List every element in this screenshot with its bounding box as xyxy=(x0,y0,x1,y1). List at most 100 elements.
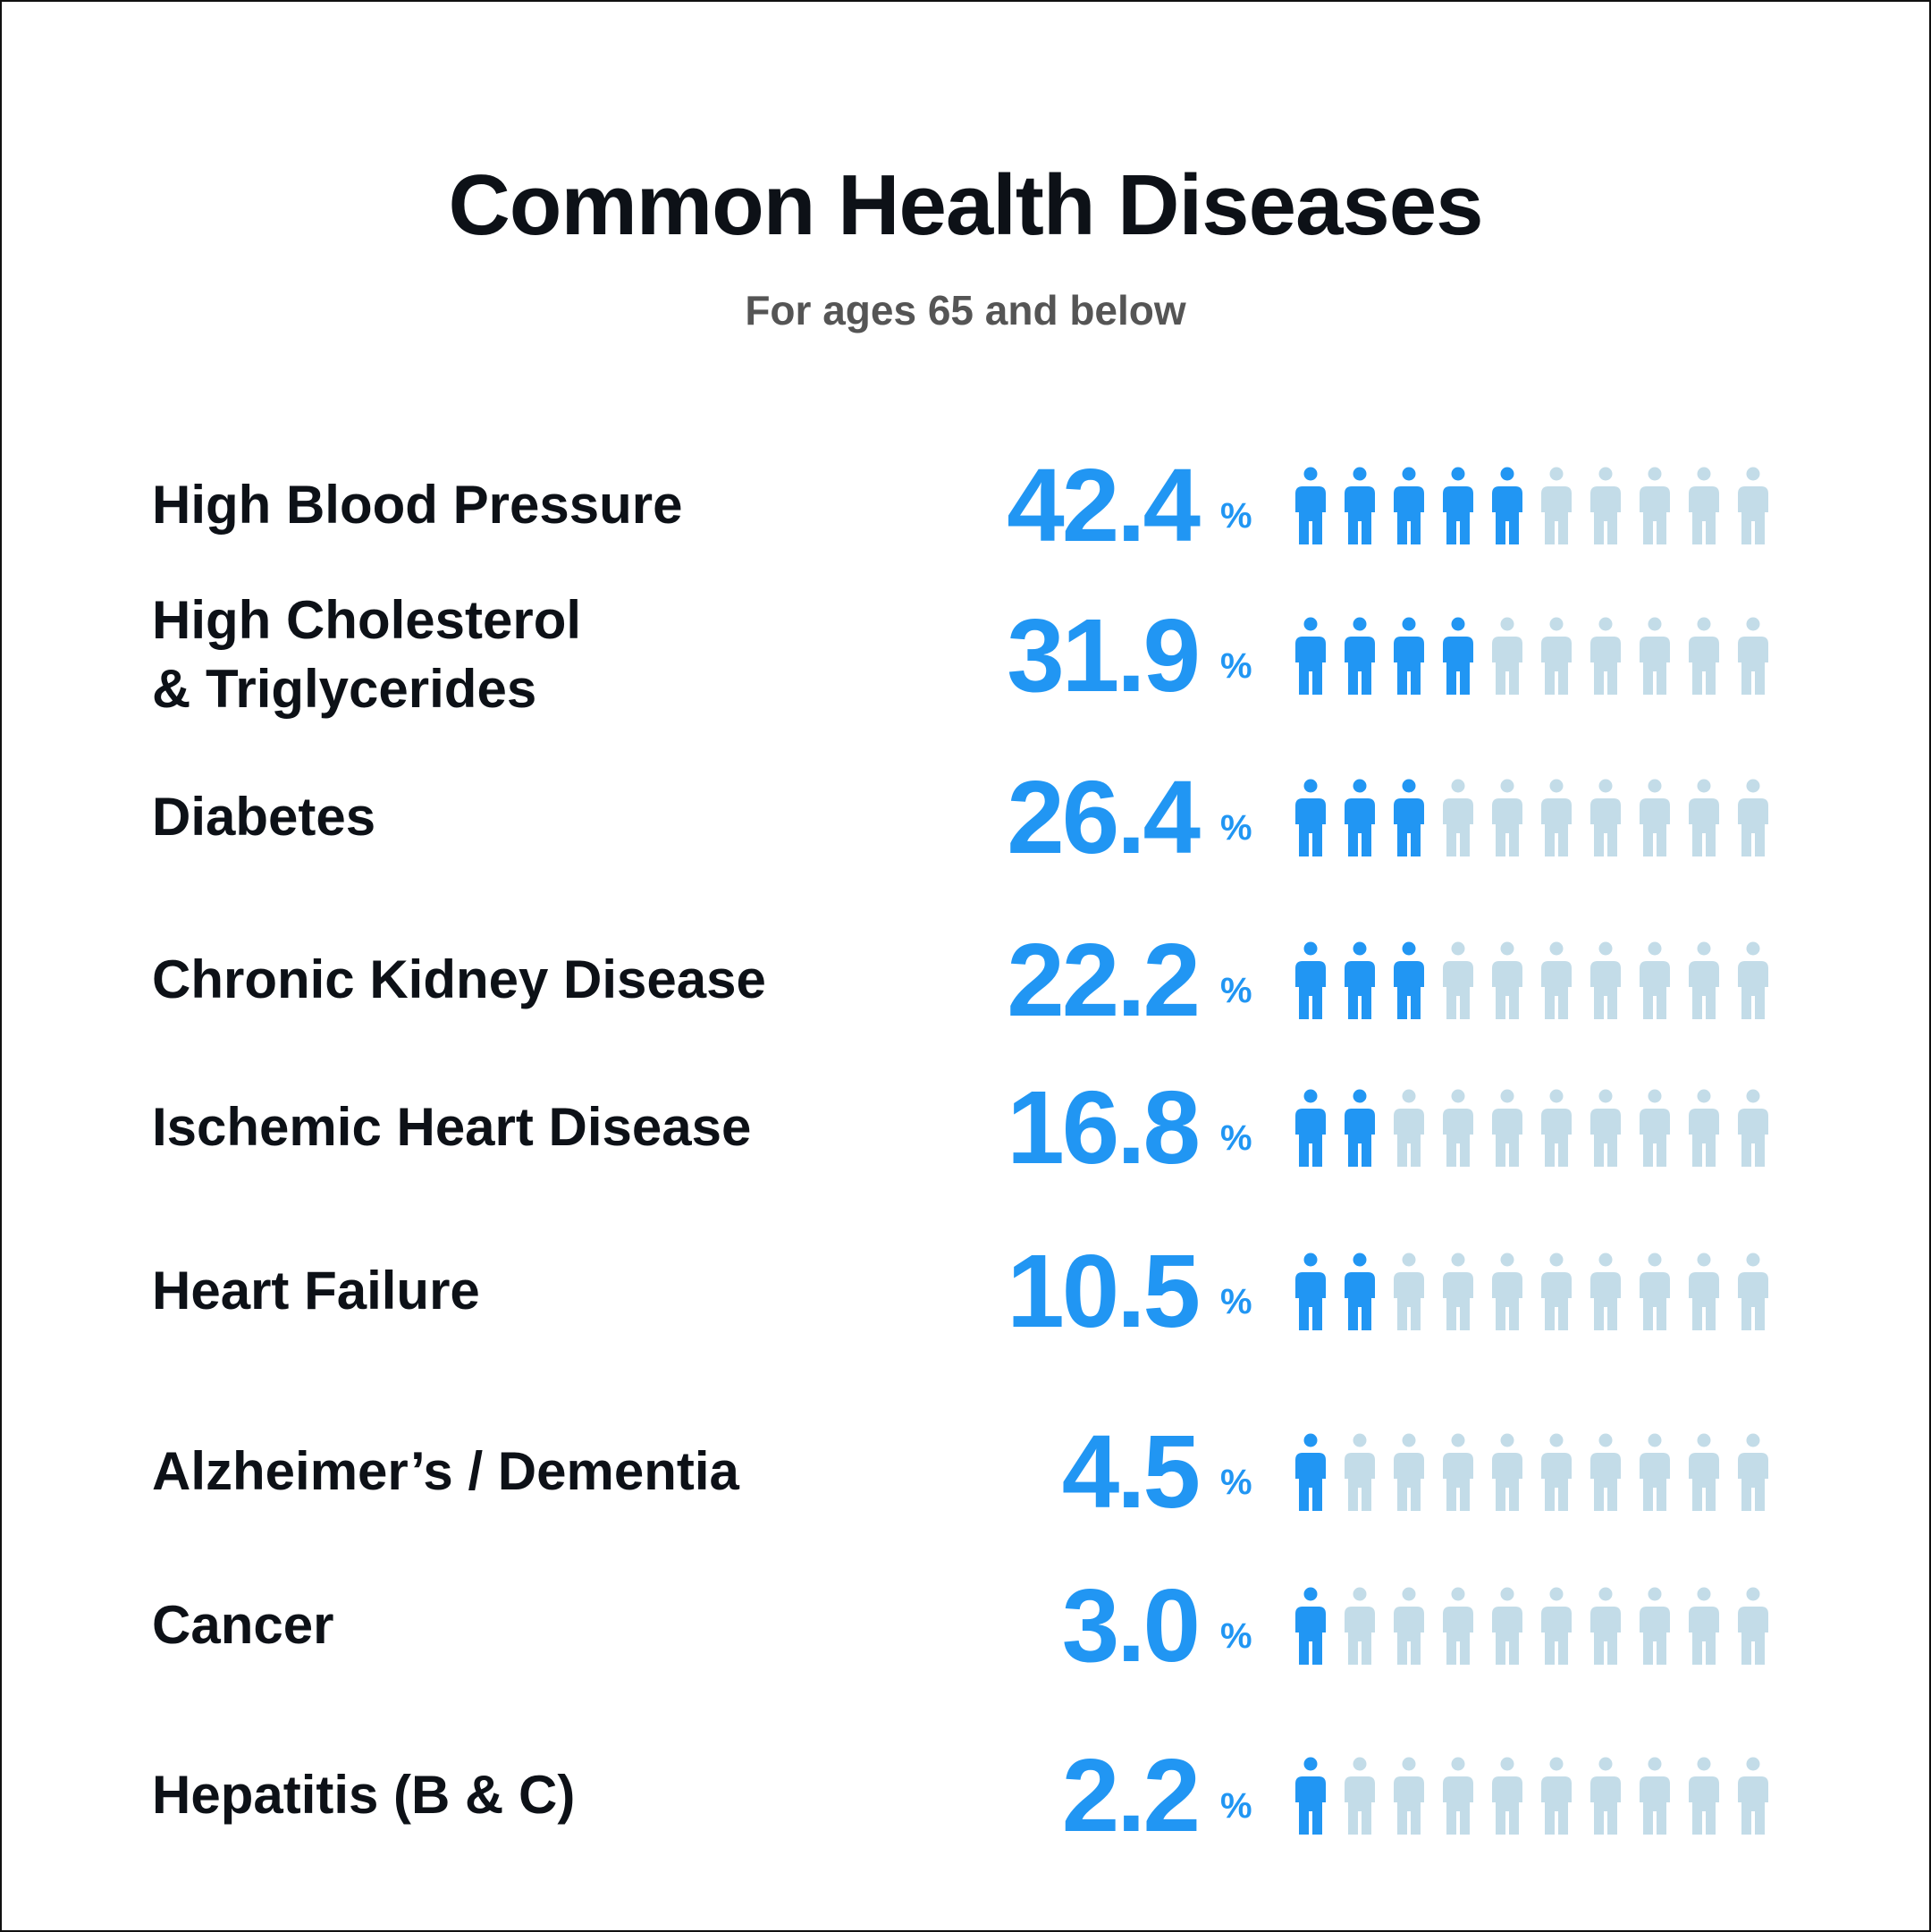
person-icon-filled xyxy=(1295,468,1326,545)
person-icon-filled xyxy=(1345,1253,1375,1331)
person-icon-empty xyxy=(1689,618,1719,696)
person-icon-empty xyxy=(1541,780,1572,857)
person-icon-filled xyxy=(1295,1758,1326,1835)
person-icon-empty xyxy=(1640,1588,1670,1666)
data-row: Heart Failure 10.5 % xyxy=(2,1237,1929,1345)
person-icon-filled xyxy=(1345,780,1375,857)
person-icon-empty xyxy=(1738,780,1768,857)
row-value: 4.5 xyxy=(1062,1418,1198,1525)
row-label: Hepatitis (B & C) xyxy=(152,1742,849,1849)
chart-frame: Common Health Diseases For ages 65 and b… xyxy=(0,0,1931,1932)
person-icon-empty xyxy=(1541,942,1572,1020)
person-icon-empty xyxy=(1640,780,1670,857)
data-row: Diabetes 26.4 % xyxy=(2,764,1929,871)
person-icon-filled xyxy=(1492,468,1522,545)
person-icon-empty xyxy=(1689,942,1719,1020)
row-label: Heart Failure xyxy=(152,1237,849,1345)
person-icon-empty xyxy=(1394,1588,1424,1666)
person-icon-empty xyxy=(1345,1758,1375,1835)
person-icon-filled xyxy=(1345,618,1375,696)
row-value: 42.4 xyxy=(1007,451,1198,559)
person-icon-empty xyxy=(1689,1758,1719,1835)
person-icon-empty xyxy=(1640,1434,1670,1512)
percent-sign: % xyxy=(1220,648,1252,684)
person-icon-empty xyxy=(1640,942,1670,1020)
person-icon-empty xyxy=(1738,468,1768,545)
data-row: Cancer 3.0 % xyxy=(2,1572,1929,1679)
person-icon-empty xyxy=(1492,942,1522,1020)
row-value: 22.2 xyxy=(1007,926,1198,1033)
row-value: 16.8 xyxy=(1007,1074,1198,1181)
person-icon-empty xyxy=(1541,1588,1572,1666)
person-icon-filled xyxy=(1295,780,1326,857)
pictogram-icons xyxy=(1294,1586,1776,1666)
person-icon-empty xyxy=(1345,1588,1375,1666)
person-icon-filled xyxy=(1394,780,1424,857)
percent-sign: % xyxy=(1220,1618,1252,1654)
pictogram-icons xyxy=(1294,616,1776,696)
chart-title: Common Health Diseases xyxy=(2,163,1929,249)
person-icon-empty xyxy=(1443,780,1473,857)
person-icon-filled xyxy=(1295,942,1326,1020)
data-row: High Blood Pressure 42.4 % xyxy=(2,451,1929,559)
person-icon-empty xyxy=(1738,1758,1768,1835)
person-icon-empty xyxy=(1541,1090,1572,1168)
data-row: Ischemic Heart Disease 16.8 % xyxy=(2,1074,1929,1181)
person-icon-empty xyxy=(1590,468,1621,545)
person-icon-empty xyxy=(1590,1588,1621,1666)
person-icon-empty xyxy=(1689,1588,1719,1666)
person-icon-empty xyxy=(1394,1758,1424,1835)
person-icon-empty xyxy=(1689,1090,1719,1168)
person-icon-empty xyxy=(1590,780,1621,857)
person-icon-filled xyxy=(1394,618,1424,696)
row-value: 10.5 xyxy=(1007,1237,1198,1345)
person-icon-filled xyxy=(1443,618,1473,696)
person-icon-empty xyxy=(1738,1090,1768,1168)
person-icon-empty xyxy=(1590,618,1621,696)
person-icon-filled xyxy=(1295,1588,1326,1666)
person-icon-empty xyxy=(1590,1090,1621,1168)
percent-sign: % xyxy=(1220,1788,1252,1824)
person-icon-empty xyxy=(1738,618,1768,696)
person-icon-empty xyxy=(1640,468,1670,545)
row-value: 31.9 xyxy=(1007,602,1198,709)
row-value: 3.0 xyxy=(1062,1572,1198,1679)
person-icon-filled xyxy=(1394,942,1424,1020)
person-icon-empty xyxy=(1738,1588,1768,1666)
person-icon-empty xyxy=(1689,1434,1719,1512)
person-icon-empty xyxy=(1738,1434,1768,1512)
person-icon-empty xyxy=(1443,1758,1473,1835)
person-icon-empty xyxy=(1443,1588,1473,1666)
pictogram-icons xyxy=(1294,1756,1776,1836)
person-icon-empty xyxy=(1492,1588,1522,1666)
person-icon-empty xyxy=(1492,618,1522,696)
percent-sign: % xyxy=(1220,810,1252,846)
row-label: High Blood Pressure xyxy=(152,451,849,559)
person-icon-empty xyxy=(1443,1253,1473,1331)
row-label: Cancer xyxy=(152,1572,849,1679)
person-icon-empty xyxy=(1394,1434,1424,1512)
person-icon-empty xyxy=(1345,1434,1375,1512)
percent-sign: % xyxy=(1220,498,1252,534)
person-icon-filled xyxy=(1295,1253,1326,1331)
person-icon-empty xyxy=(1590,942,1621,1020)
row-value: 26.4 xyxy=(1007,764,1198,871)
person-icon-empty xyxy=(1492,780,1522,857)
row-label: Diabetes xyxy=(152,764,849,871)
person-icon-empty xyxy=(1590,1434,1621,1512)
row-label: Alzheimer’s / Dementia xyxy=(152,1418,849,1525)
person-icon-filled xyxy=(1295,1090,1326,1168)
person-icon-empty xyxy=(1443,1090,1473,1168)
person-icon-filled xyxy=(1394,468,1424,545)
person-icon-empty xyxy=(1590,1253,1621,1331)
person-icon-empty xyxy=(1541,1758,1572,1835)
person-icon-filled xyxy=(1345,942,1375,1020)
person-icon-empty xyxy=(1394,1090,1424,1168)
person-icon-filled xyxy=(1345,468,1375,545)
percent-sign: % xyxy=(1220,1120,1252,1156)
pictogram-icons xyxy=(1294,1088,1776,1168)
person-icon-empty xyxy=(1590,1758,1621,1835)
person-icon-empty xyxy=(1640,1090,1670,1168)
person-icon-empty xyxy=(1738,942,1768,1020)
data-row: Hepatitis (B & C) 2.2 % xyxy=(2,1742,1929,1849)
